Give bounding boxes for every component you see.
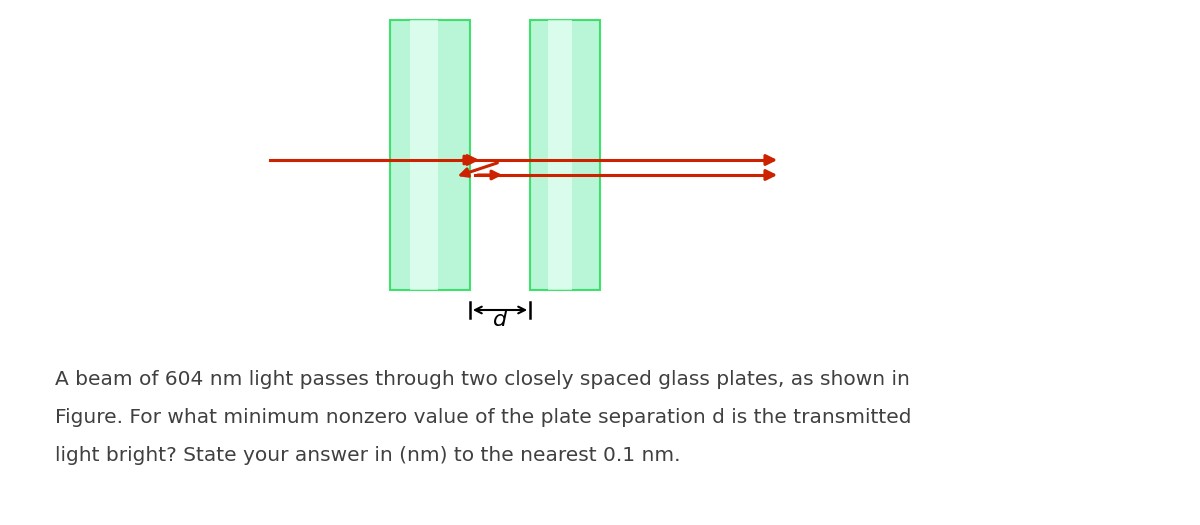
Bar: [530, 20, 600, 290]
Text: A beam of 604 nm light passes through two closely spaced glass plates, as shown : A beam of 604 nm light passes through tw…: [55, 370, 910, 389]
Bar: [390, 20, 470, 290]
Text: light bright? State your answer in (nm) to the nearest 0.1 nm.: light bright? State your answer in (nm) …: [55, 446, 680, 465]
Text: Figure. For what minimum nonzero value of the plate separation d is the transmit: Figure. For what minimum nonzero value o…: [55, 408, 912, 427]
Bar: [547, 20, 572, 290]
Bar: [410, 20, 438, 290]
Text: $d$: $d$: [492, 309, 508, 331]
